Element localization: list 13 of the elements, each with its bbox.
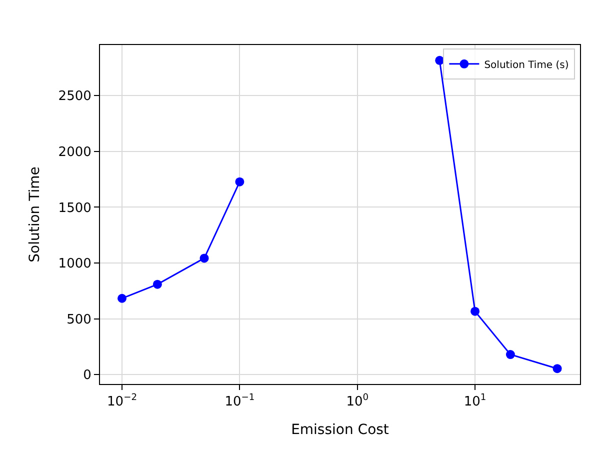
x-tick-label: 10$^{1}$ <box>464 393 486 410</box>
y-tick-label: 500 <box>66 312 92 328</box>
legend-label: Solution Time (s) <box>484 60 569 71</box>
y-tick-label: 1500 <box>58 200 92 216</box>
y-tick-label: 2500 <box>58 89 92 104</box>
y-tick-label: 2000 <box>58 144 92 160</box>
x-tick-label: 10$^{0}$ <box>346 393 369 410</box>
y-tick-label: 1000 <box>58 256 92 272</box>
y-axis-title: Solution Time <box>26 166 43 262</box>
x-tick-label: 10$^{−1}$ <box>224 393 255 410</box>
x-tick-label: 10$^{−2}$ <box>107 393 137 410</box>
x-axis-title: Emission Cost <box>291 422 390 438</box>
y-tick-label: 0 <box>83 368 92 384</box>
